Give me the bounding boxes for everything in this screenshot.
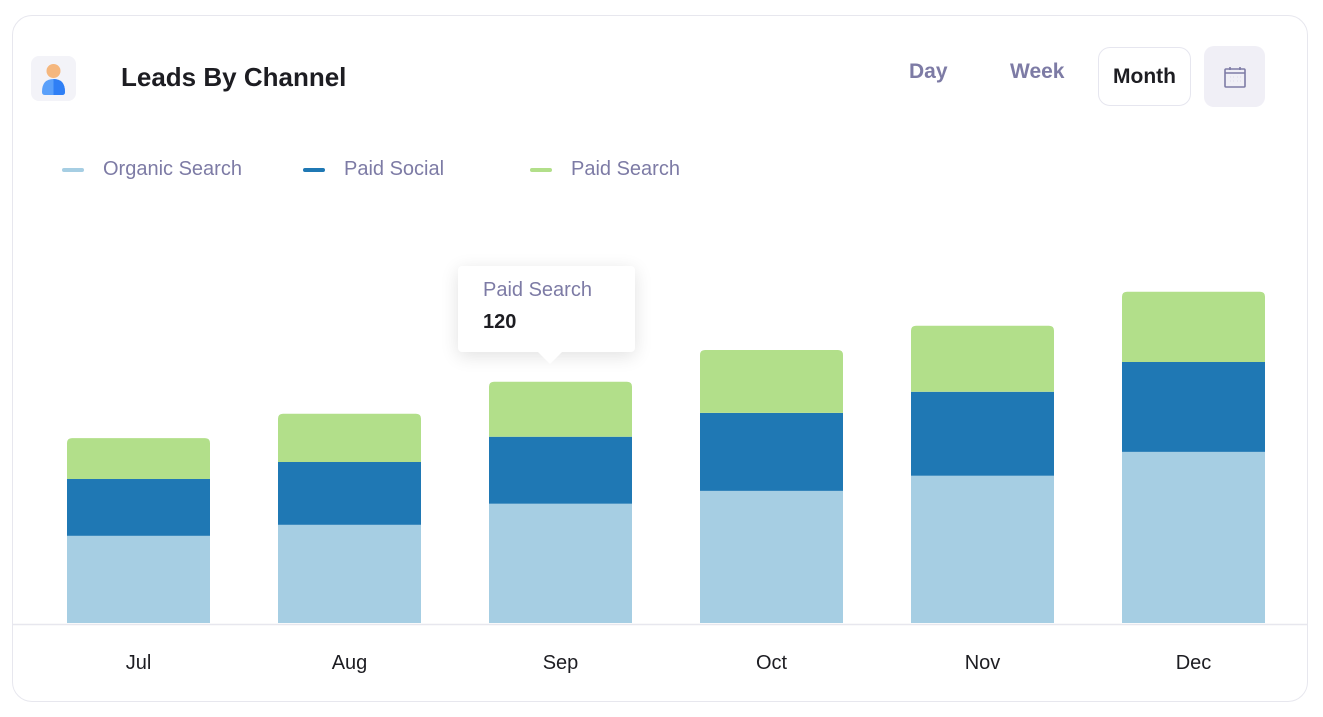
legend-item-organic-search[interactable]: Organic Search	[62, 158, 242, 181]
bar-paid-social-jul[interactable]	[67, 478, 210, 536]
bar-organic-search-sep[interactable]	[489, 503, 632, 623]
bar-organic-search-nov[interactable]	[911, 475, 1054, 623]
bar-paid-social-oct[interactable]	[700, 412, 843, 491]
bar-paid-search-sep[interactable]	[489, 381, 632, 437]
tooltip-series: Paid Search	[483, 279, 592, 301]
calendar-icon	[1223, 66, 1246, 88]
bar-organic-search-jul[interactable]	[67, 535, 210, 623]
legend-label: Organic Search	[103, 158, 242, 180]
x-tick-label: Sep	[543, 652, 579, 674]
bar-paid-search-nov[interactable]	[911, 325, 1054, 392]
bar-paid-search-aug[interactable]	[278, 413, 421, 462]
bar-paid-social-nov[interactable]	[911, 391, 1054, 476]
x-tick-label: Aug	[332, 652, 368, 674]
tooltip: Paid Search 120	[458, 266, 635, 364]
legend-swatch	[530, 167, 552, 172]
x-tick-label: Oct	[756, 652, 788, 674]
bar-organic-search-aug[interactable]	[278, 524, 421, 623]
legend-label: Paid Search	[571, 158, 680, 180]
tooltip-value: 120	[483, 311, 517, 333]
x-tick-label: Jul	[126, 652, 152, 674]
chart-card	[12, 15, 1308, 702]
tab-month[interactable]: Month	[1098, 47, 1191, 106]
calendar-button[interactable]	[1204, 46, 1265, 107]
bar-paid-social-sep[interactable]	[489, 436, 632, 504]
bar-paid-search-dec[interactable]	[1122, 291, 1265, 362]
legend-swatch	[62, 167, 84, 172]
legend-label: Paid Social	[344, 158, 445, 180]
bar-organic-search-oct[interactable]	[700, 490, 843, 623]
bar-paid-social-dec[interactable]	[1122, 361, 1265, 452]
legend-item-paid-search[interactable]: Paid Search	[530, 158, 680, 181]
bar-organic-search-dec[interactable]	[1122, 451, 1265, 623]
tab-day[interactable]: Day	[909, 60, 948, 83]
bar-paid-search-jul[interactable]	[67, 438, 210, 479]
tab-week[interactable]: Week	[1010, 60, 1065, 83]
x-tick-label: Dec	[1176, 652, 1212, 674]
bar-paid-social-aug[interactable]	[278, 461, 421, 525]
legend-item-paid-social[interactable]: Paid Social	[303, 158, 444, 181]
legend-swatch	[303, 167, 325, 172]
bar-paid-search-oct[interactable]	[700, 350, 843, 413]
chart-title: Leads By Channel	[121, 62, 347, 92]
user-icon	[31, 56, 76, 101]
x-tick-label: Nov	[965, 652, 1001, 674]
